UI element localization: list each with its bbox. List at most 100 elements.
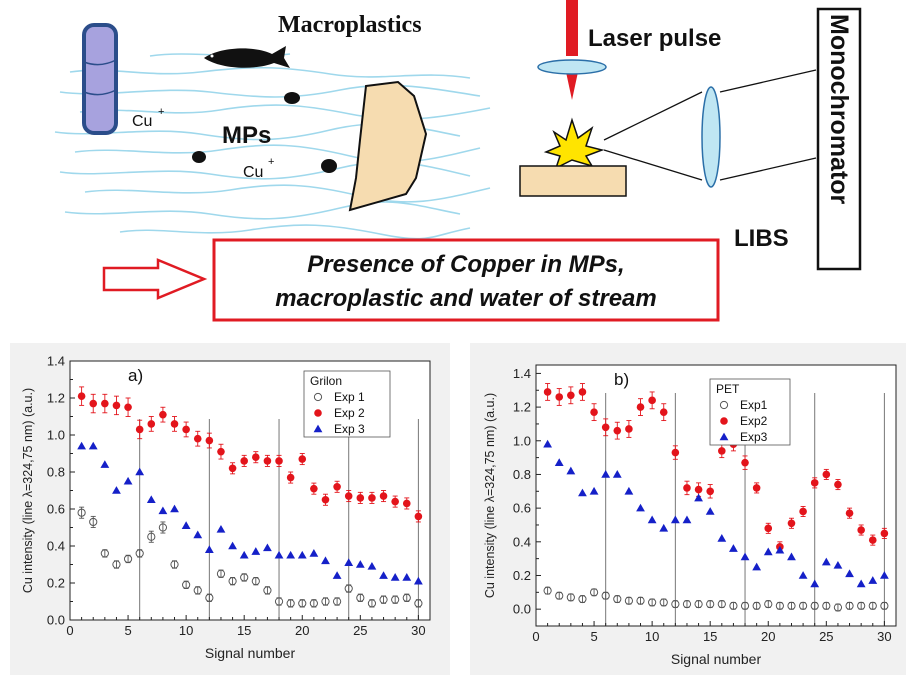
- data-point: [752, 562, 762, 571]
- data-point: [718, 447, 726, 455]
- data-point: [298, 455, 307, 463]
- data-point: [613, 426, 622, 435]
- data-point: [89, 399, 98, 408]
- x-tick-label: 20: [295, 623, 309, 638]
- data-point: [799, 507, 807, 516]
- conclusion-line-1: Presence of Copper in MPs,: [307, 251, 624, 278]
- particle-dot: [192, 151, 206, 163]
- data-point: [89, 517, 98, 527]
- data-point: [706, 600, 715, 609]
- data-point: [205, 593, 214, 602]
- data-point: [648, 598, 657, 607]
- data-point: [578, 488, 587, 497]
- x-tick-label: 0: [66, 623, 73, 638]
- data-point: [123, 554, 133, 564]
- data-point: [356, 494, 365, 502]
- data-point: [100, 460, 110, 468]
- y-tick-label: 0.6: [47, 502, 65, 517]
- data-point: [344, 584, 353, 593]
- data-point: [275, 457, 283, 465]
- data-point: [159, 410, 167, 419]
- laser-pulse-label: Laser pulse: [588, 25, 721, 52]
- data-point: [286, 473, 295, 482]
- data-point: [147, 532, 156, 541]
- x-tick-label: 10: [179, 623, 193, 638]
- x-tick-label: 15: [237, 623, 251, 638]
- data-point: [368, 494, 376, 502]
- data-point: [717, 600, 726, 609]
- data-point: [240, 573, 249, 582]
- data-point: [112, 560, 121, 569]
- data-point: [274, 550, 284, 559]
- data-point: [182, 580, 191, 589]
- data-point: [355, 560, 365, 568]
- x-axis-label: Signal number: [205, 645, 296, 661]
- cu-ion-label: Cu: [132, 113, 152, 130]
- x-tick-label: 20: [761, 629, 775, 644]
- data-point: [543, 439, 553, 448]
- data-point: [798, 601, 808, 610]
- data-point: [286, 599, 295, 608]
- data-point: [567, 391, 575, 400]
- data-point: [332, 597, 342, 606]
- data-point: [367, 561, 377, 570]
- x-tick-label: 10: [645, 629, 659, 644]
- data-point: [158, 506, 168, 515]
- data-point: [566, 593, 575, 602]
- data-point: [810, 601, 819, 610]
- collection-lens-icon: [701, 86, 721, 188]
- data-point: [787, 519, 796, 528]
- data-point: [555, 591, 564, 600]
- data-point: [833, 603, 843, 612]
- chart-panel-b: 0 5 10 15 20 25 30 0.0 0.2 0.4 0.6 0.8 1.0 1.2 1.4 Sign…: [470, 343, 906, 675]
- data-point: [310, 484, 318, 493]
- data-point: [741, 458, 749, 467]
- data-point: [402, 573, 412, 581]
- data-point: [77, 441, 87, 450]
- data-point: [101, 399, 109, 408]
- data-point: [589, 588, 599, 597]
- data-point: [286, 550, 296, 559]
- data-point: [578, 388, 587, 396]
- data-point: [670, 515, 680, 524]
- data-point: [717, 534, 727, 542]
- macroplastics-label: Macroplastics: [278, 12, 422, 38]
- x-tick-label: 25: [353, 623, 367, 638]
- legend-title: PET: [716, 382, 740, 396]
- data-point: [263, 457, 272, 465]
- legend-entry: Exp 3: [334, 422, 365, 436]
- y-tick-label: 0.0: [47, 613, 65, 628]
- water-stream-lines: [54, 53, 491, 240]
- data-point: [356, 593, 365, 602]
- data-point: [251, 577, 260, 586]
- data-point: [845, 509, 854, 517]
- cu-ion-charge: +: [268, 156, 274, 168]
- right-arrow-icon: [102, 258, 208, 300]
- data-point: [763, 547, 773, 556]
- legend-marker: [313, 424, 323, 433]
- particle-dot: [284, 92, 300, 104]
- data-point: [868, 536, 877, 544]
- light-collection-lines: [603, 69, 817, 181]
- legend-marker: [719, 400, 729, 410]
- data-point: [880, 529, 889, 538]
- data-point: [775, 545, 785, 554]
- data-point: [706, 487, 714, 496]
- data-point: [182, 425, 190, 434]
- data-point: [170, 560, 179, 569]
- x-tick-label: 25: [819, 629, 833, 644]
- data-point: [578, 594, 587, 604]
- data-point: [100, 549, 109, 558]
- data-point: [729, 601, 738, 610]
- chart-panel-a: 0 5 10 15 20 25 30 0.0 0.2 0.4 0.6 0.8 1.0 1.2 1.4 Sign…: [10, 343, 450, 675]
- data-point: [821, 557, 831, 566]
- data-point: [694, 600, 703, 609]
- data-point: [402, 593, 411, 602]
- data-point: [344, 492, 353, 500]
- data-point: [321, 556, 330, 565]
- data-point: [659, 523, 669, 532]
- data-point: [543, 586, 552, 595]
- monochromator-box: [816, 7, 862, 271]
- data-point: [391, 595, 400, 604]
- legend-marker: [719, 432, 729, 441]
